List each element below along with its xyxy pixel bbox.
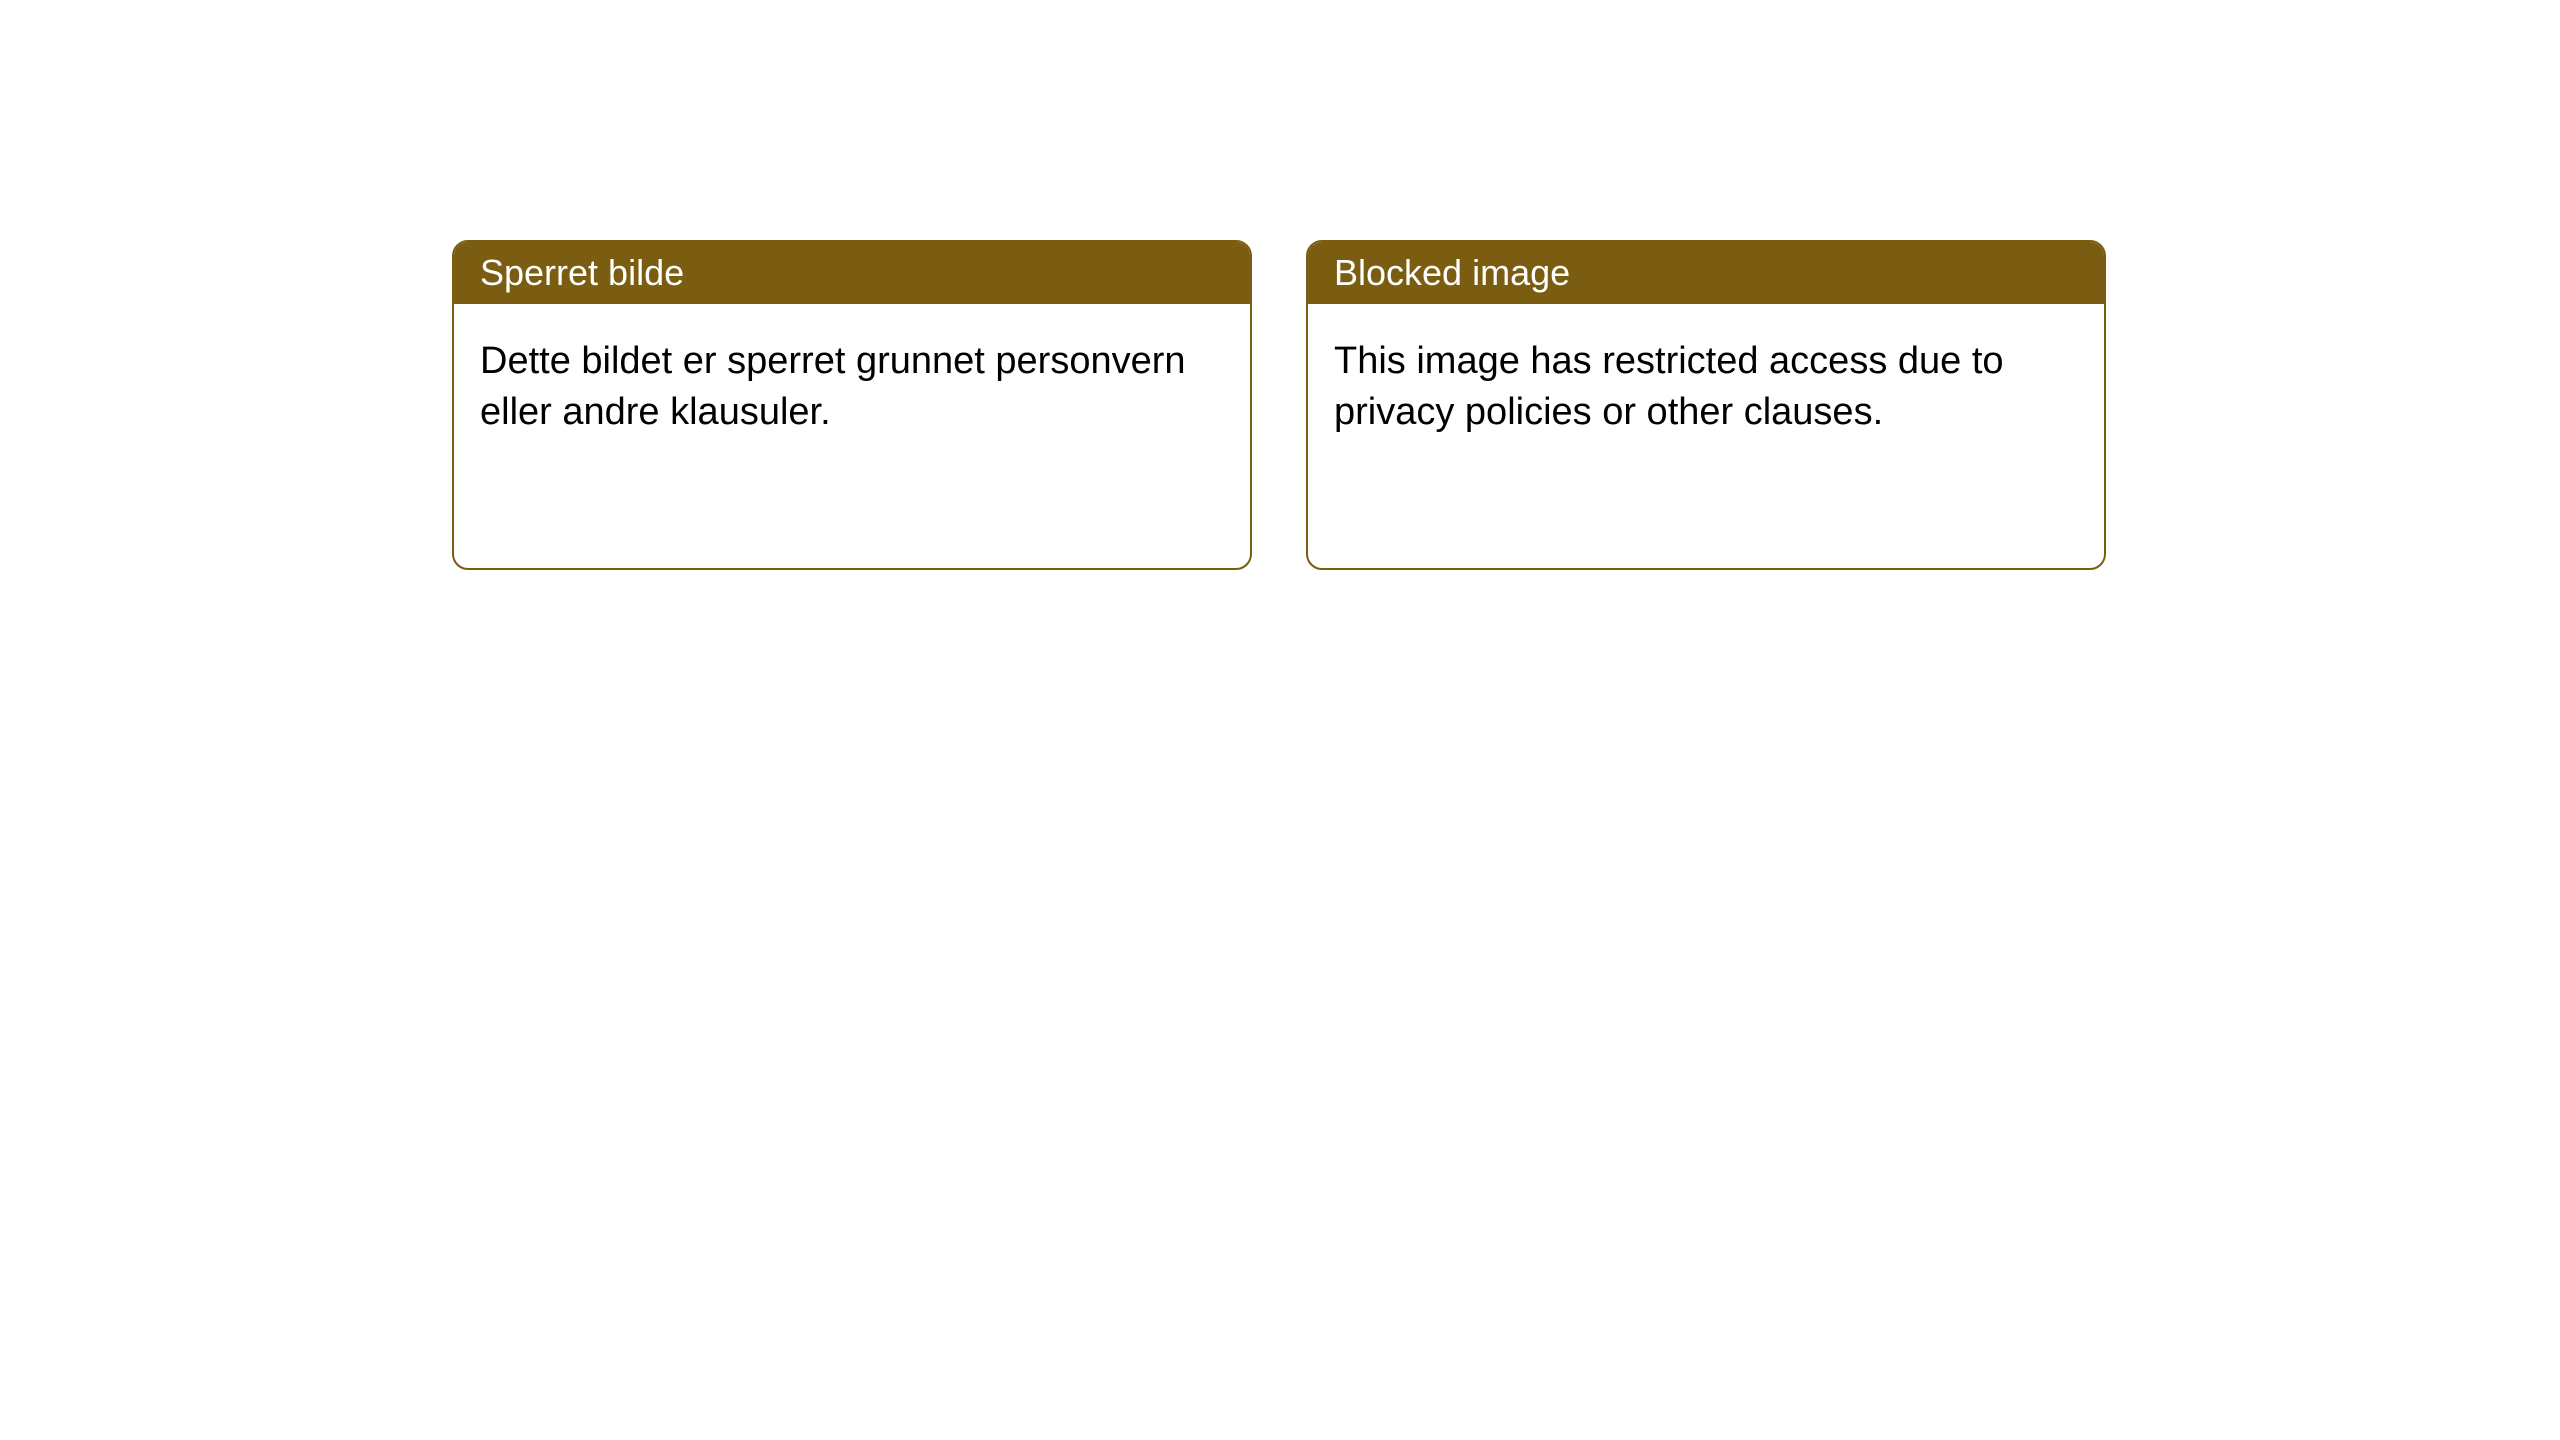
card-body-english: This image has restricted access due to … bbox=[1308, 304, 2104, 471]
notice-card-norwegian: Sperret bilde Dette bildet er sperret gr… bbox=[452, 240, 1252, 570]
card-header-english: Blocked image bbox=[1308, 242, 2104, 304]
notice-cards-container: Sperret bilde Dette bildet er sperret gr… bbox=[452, 240, 2106, 570]
card-body-norwegian: Dette bildet er sperret grunnet personve… bbox=[454, 304, 1250, 471]
notice-card-english: Blocked image This image has restricted … bbox=[1306, 240, 2106, 570]
card-header-norwegian: Sperret bilde bbox=[454, 242, 1250, 304]
